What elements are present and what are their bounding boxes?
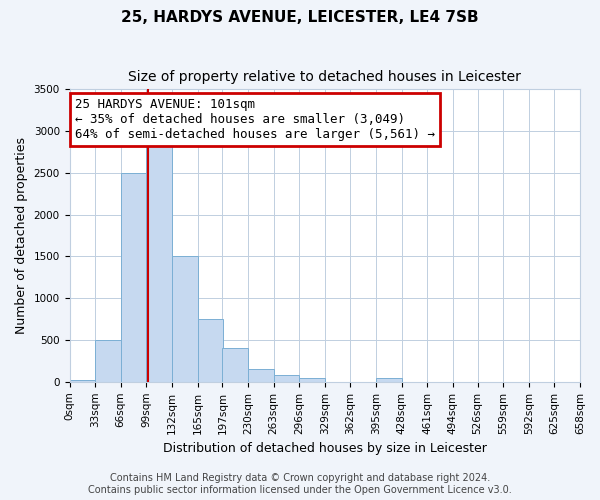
Title: Size of property relative to detached houses in Leicester: Size of property relative to detached ho… <box>128 70 521 84</box>
Bar <box>248 370 274 382</box>
Text: Contains HM Land Registry data © Crown copyright and database right 2024.
Contai: Contains HM Land Registry data © Crown c… <box>88 474 512 495</box>
Bar <box>70 380 95 382</box>
Text: 25, HARDYS AVENUE, LEICESTER, LE4 7SB: 25, HARDYS AVENUE, LEICESTER, LE4 7SB <box>121 10 479 25</box>
Bar <box>146 146 172 382</box>
Bar <box>95 340 121 382</box>
Bar <box>299 378 325 382</box>
Bar <box>197 319 223 382</box>
Bar <box>172 256 197 382</box>
X-axis label: Distribution of detached houses by size in Leicester: Distribution of detached houses by size … <box>163 442 487 455</box>
Bar <box>274 375 299 382</box>
Text: 25 HARDYS AVENUE: 101sqm
← 35% of detached houses are smaller (3,049)
64% of sem: 25 HARDYS AVENUE: 101sqm ← 35% of detach… <box>74 98 434 141</box>
Bar <box>376 378 401 382</box>
Bar <box>223 348 248 382</box>
Y-axis label: Number of detached properties: Number of detached properties <box>15 137 28 334</box>
Bar <box>121 173 146 382</box>
